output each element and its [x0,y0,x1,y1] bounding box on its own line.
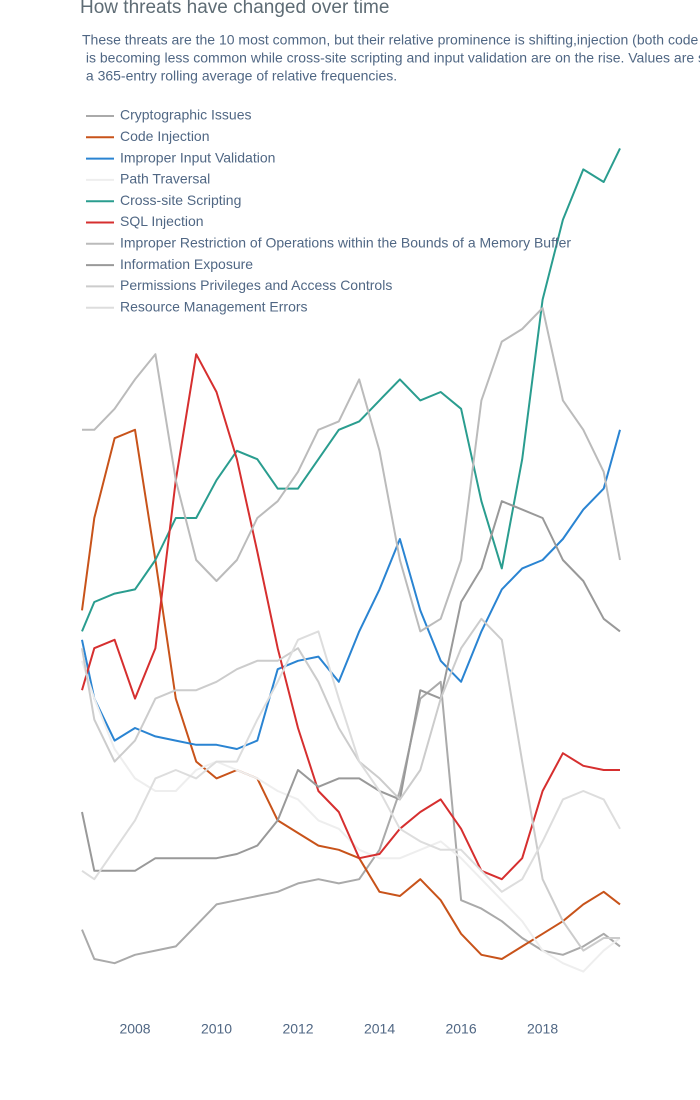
series-line [81,500,621,872]
x-tick-label: 2014 [364,1021,395,1037]
legend-label: Improper Input Validation [120,149,275,165]
x-tick-label: 2016 [445,1021,476,1037]
subtitle-line: is becoming less common while cross-site… [82,50,700,66]
series-line [81,353,620,881]
subtitle-line: These threats are the 10 most common, bu… [82,32,699,48]
series-line [81,147,621,632]
series-line [81,660,621,973]
series-line [81,428,621,960]
legend-label: Cross-site Scripting [120,192,241,208]
legend-label: Permissions Privileges and Access Contro… [120,277,392,293]
series-line [81,429,621,750]
series-line [81,617,620,952]
legend-label: Improper Restriction of Operations withi… [120,235,571,251]
legend-label: Cryptographic Issues [120,107,252,123]
legend-label: Information Exposure [120,256,253,272]
plot-area [81,147,621,973]
chart-title: How threats have changed over time [80,0,389,18]
legend-label: Code Injection [120,128,210,144]
legend-label: Resource Management Errors [120,298,308,314]
x-tick-label: 2012 [282,1021,313,1037]
series-line [81,680,621,965]
subtitle-line: a 365-entry rolling average of relative … [82,68,397,84]
x-tick-label: 2018 [527,1021,558,1037]
legend-label: SQL Injection [120,213,204,229]
legend-label: Path Traversal [120,171,210,187]
series-line [81,630,621,893]
x-tick-label: 2008 [119,1021,150,1037]
x-tick-label: 2010 [201,1021,232,1037]
series-line [82,307,621,633]
